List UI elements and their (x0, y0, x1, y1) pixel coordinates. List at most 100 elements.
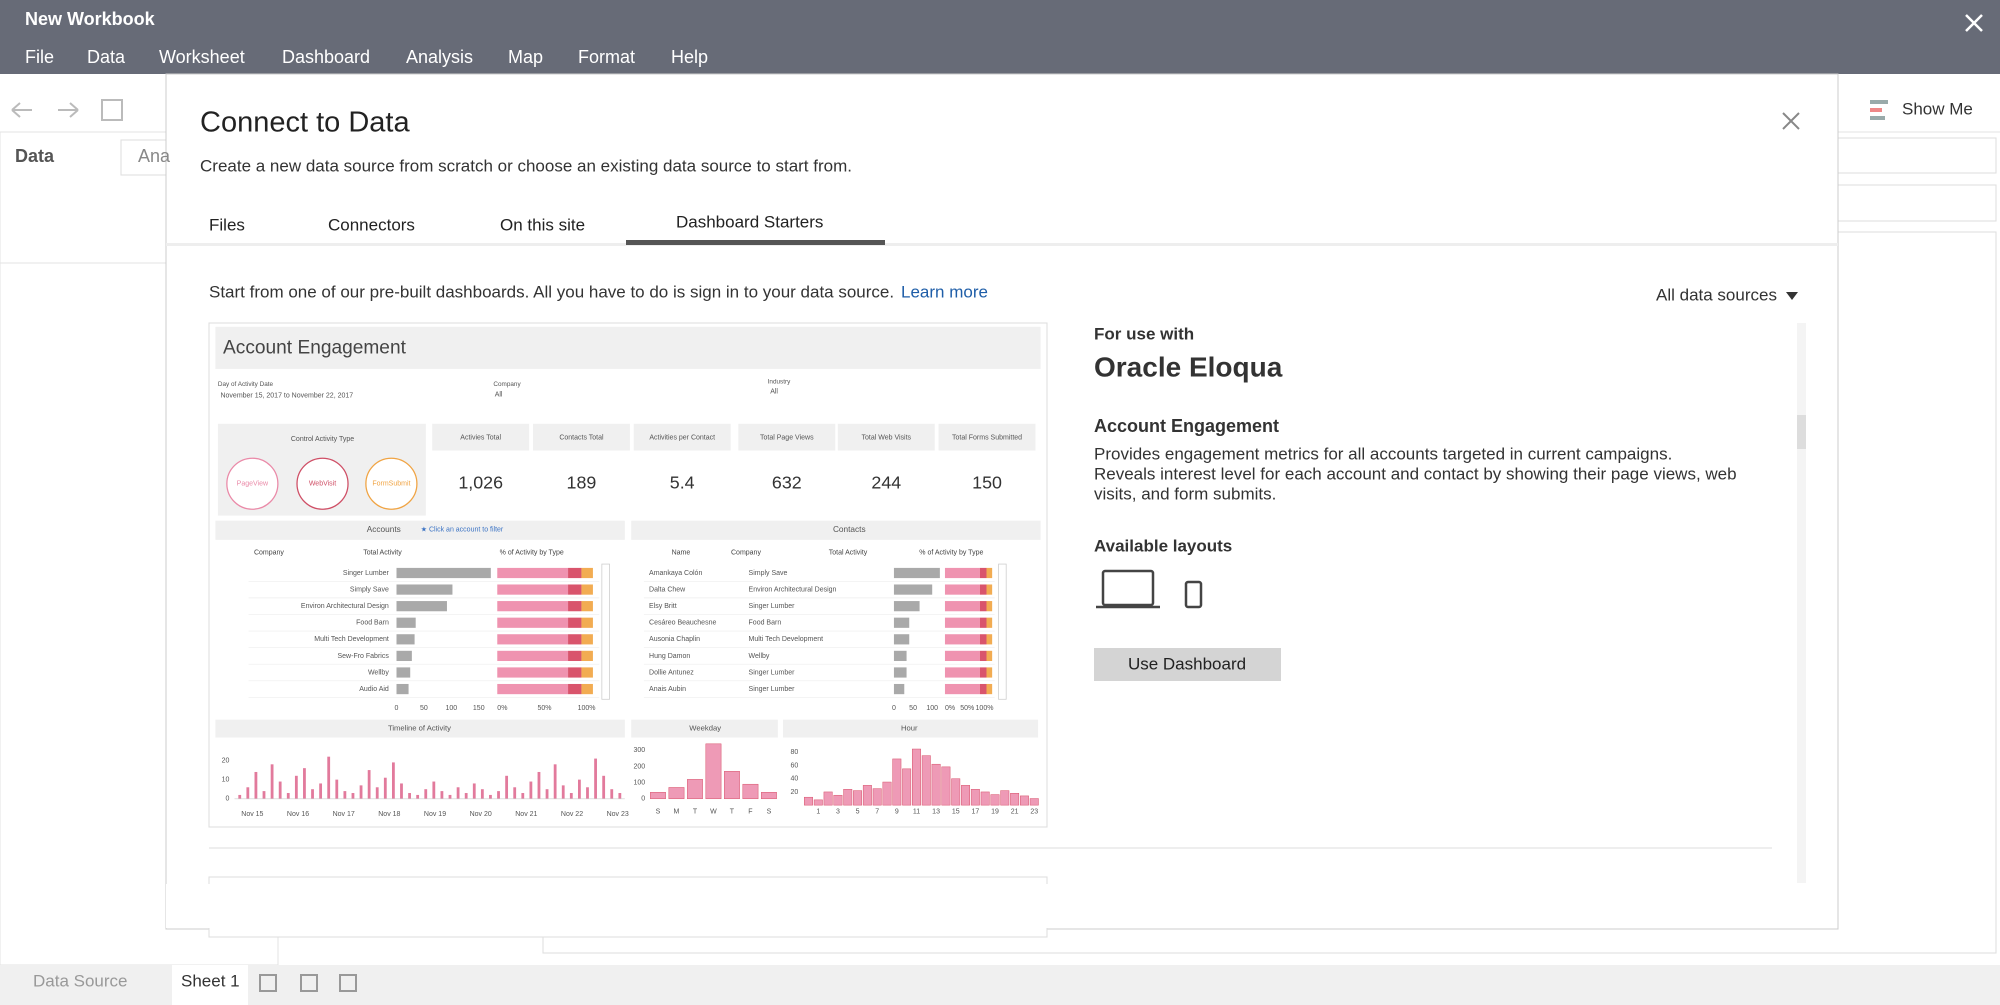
menu-item[interactable]: Map (508, 47, 543, 67)
timeline-bar (424, 789, 428, 799)
thumb-label: Simply Save (749, 570, 788, 577)
undo[interactable] (11, 102, 32, 118)
menu-item[interactable]: File (25, 47, 54, 67)
pct-bar (986, 634, 993, 645)
kpi-header (432, 423, 530, 451)
menu-item[interactable]: Dashboard (282, 47, 370, 67)
kpi-header (738, 423, 836, 451)
thumb-label: 23 (1030, 808, 1038, 815)
thumb-label: 50 (909, 705, 917, 712)
menu-item[interactable]: Help (671, 47, 708, 67)
use-dashboard-button[interactable] (1094, 648, 1281, 681)
hour-bar (853, 790, 863, 806)
sheet-tab[interactable] (172, 965, 248, 1005)
thumb-label: Cesáreo Beauchesne (649, 620, 716, 627)
data-source-filter[interactable]: All data sources (1656, 285, 1777, 304)
thumb-label: 0% (497, 705, 507, 712)
thumb-label: 13 (932, 808, 940, 815)
thumb-label: 100 (926, 705, 938, 712)
pct-bar (568, 601, 582, 612)
timeline-bar (319, 783, 323, 799)
pct-bar (497, 601, 569, 612)
tab[interactable]: Dashboard Starters (676, 212, 823, 231)
timeline-bar (497, 791, 500, 799)
for-use-with: For use with (1094, 324, 1194, 343)
pct-bar (568, 667, 582, 678)
layout-icons (1096, 569, 1203, 609)
total-bar (396, 650, 412, 662)
tab[interactable]: On this site (500, 215, 585, 234)
tab[interactable]: Connectors (328, 215, 415, 234)
thumb-title: Account Engagement (223, 338, 407, 359)
weekday-bar (761, 792, 777, 800)
timeline-bar (286, 793, 290, 799)
pct-bar (497, 617, 569, 628)
thumb-label: Day of Activity Date (218, 381, 274, 388)
menu-item[interactable]: Data (87, 47, 126, 67)
show-me-icon[interactable] (1870, 100, 1888, 120)
thumb-label: 5 (856, 808, 860, 815)
redo[interactable] (58, 102, 79, 118)
timeline-bar (513, 787, 517, 799)
timeline-bar (311, 789, 314, 799)
timeline-bar (278, 781, 282, 799)
shelf (1837, 137, 1997, 174)
layouts-title: Available layouts (1094, 536, 1232, 555)
thumb-label: Elsy Britt (649, 603, 677, 610)
dashboard-name: Account Engagement (1094, 416, 1279, 436)
kpi-header (837, 423, 935, 451)
thumbnail-content: Account Engagement Day of Activity Date No… (215, 326, 1041, 818)
timeline-bar (489, 794, 492, 799)
hour-bar (862, 785, 872, 806)
pct-bar (986, 683, 993, 695)
dialog-title: Connect to Data (200, 107, 410, 139)
thumb-label: WebVisit (309, 481, 336, 488)
pct-bar (581, 683, 593, 695)
thumb-label: 9 (895, 808, 899, 815)
total-bar (396, 683, 409, 695)
thumb-label: 100 (446, 705, 458, 712)
scroll-thumb[interactable] (1797, 415, 1806, 449)
timeline-bar (246, 787, 250, 799)
pct-bar (979, 683, 987, 695)
scrollbar[interactable] (1797, 323, 1806, 883)
thumb-label: Nov 18 (378, 811, 400, 818)
weekday-bar (687, 779, 703, 800)
menu-item[interactable]: Worksheet (159, 47, 245, 67)
thumb-label: 7 (875, 808, 879, 815)
sheet-tab-label: Sheet 1 (181, 971, 240, 990)
thumb-label: % of Activity by Type (500, 549, 564, 556)
timeline-bar (327, 756, 331, 799)
learn-more-link[interactable]: Learn more (901, 282, 988, 301)
timeline-bar (553, 764, 557, 799)
timeline-bar (521, 793, 525, 799)
dropdown-arrow[interactable] (1786, 292, 1798, 300)
total-bar (396, 584, 453, 595)
hour-bar (804, 796, 813, 806)
thumb-label: Singer Lumber (749, 669, 796, 676)
hour-bar (892, 758, 902, 806)
tab[interactable]: Files (209, 215, 245, 234)
thumb-label: ★ Click an account to filter (421, 525, 504, 533)
timeline-bar (529, 781, 533, 799)
new-sheet-icons[interactable] (259, 974, 357, 992)
save[interactable] (101, 99, 123, 121)
hour-bar (833, 794, 843, 806)
thumb-label: Activities per Contact (649, 435, 715, 442)
section-header (631, 719, 778, 738)
close-dialog[interactable] (1782, 112, 1800, 130)
thumb-label: Industry (768, 378, 791, 385)
thumb-label: % of Activity by Type (919, 549, 983, 556)
title-bar (0, 0, 2000, 74)
thumb-label: Anais Aubin (649, 686, 686, 693)
menu-item[interactable]: Analysis (406, 47, 473, 67)
thumb-label: Timeline of Activity (388, 724, 451, 733)
thumb-label: 11 (913, 808, 920, 815)
thumb-label: S (656, 808, 661, 815)
section-header (631, 520, 1041, 540)
menu-item[interactable]: Format (578, 47, 635, 67)
timeline-bar (480, 789, 484, 799)
pct-bar (979, 601, 987, 612)
close-window[interactable] (1965, 14, 1983, 32)
timeline-bar (383, 777, 387, 799)
